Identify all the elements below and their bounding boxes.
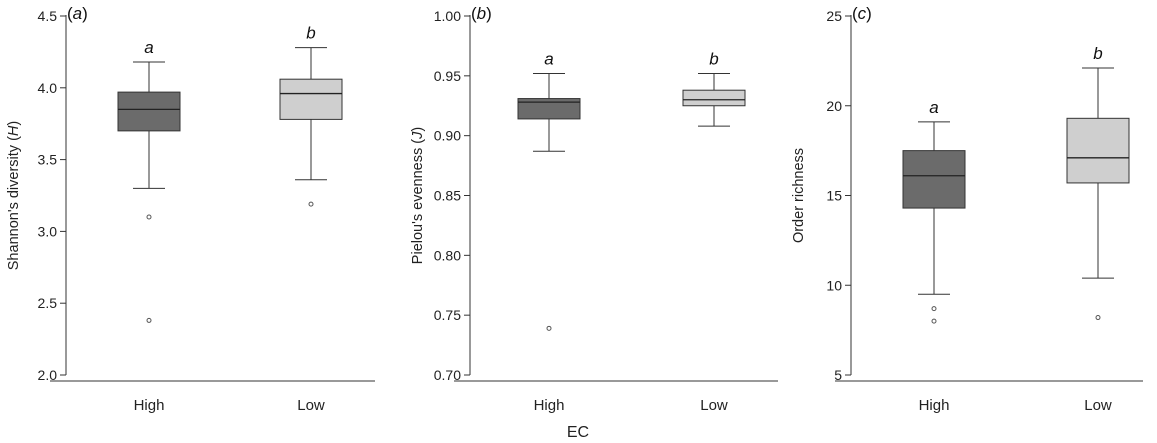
- outlier-point: [308, 201, 314, 207]
- outlier-point: [1095, 315, 1101, 321]
- panel-b: 0.70 0.75 0.80 0.85 0.90 0.95 1.00 Pielou's eve…: [410, 4, 778, 414]
- box-high: a: [517, 49, 581, 331]
- y-axis-title-symbol: H: [6, 125, 22, 136]
- iqr-box: [682, 89, 746, 107]
- y-tick-label: 15: [826, 188, 842, 204]
- box-high: a: [902, 98, 966, 324]
- significance-letter: b: [1093, 44, 1102, 63]
- iqr-box: [1066, 117, 1130, 184]
- significance-letter: a: [929, 98, 938, 117]
- significance-letter: b: [306, 24, 315, 43]
- y-tick-label: 20: [826, 98, 842, 114]
- box-low: b: [279, 24, 343, 207]
- y-tick-label: 2.0: [38, 367, 58, 383]
- iqr-box: [517, 98, 581, 120]
- y-tick-label: 2.5: [38, 295, 58, 311]
- y-tick-label: 1.00: [434, 8, 461, 24]
- y-axis-title: Pielou's evenness (J): [410, 127, 426, 264]
- x-category-label: High: [134, 397, 165, 414]
- y-axis-title-main: Shannon's diversity (: [6, 136, 22, 270]
- significance-letter: a: [144, 38, 153, 57]
- x-category-label: Low: [700, 397, 728, 414]
- panel-c: 5 10 15 20 25 Order richness (c) a High b Low: [791, 4, 1143, 414]
- box-high: a: [117, 38, 181, 323]
- x-category-label: High: [534, 397, 565, 414]
- x-category-label: Low: [297, 397, 325, 414]
- panel-label: (a): [67, 4, 88, 23]
- y-tick-label: 4.5: [38, 8, 58, 24]
- outlier-point: [546, 325, 552, 331]
- y-tick-label: 4.0: [38, 80, 58, 96]
- significance-letter: b: [709, 49, 718, 68]
- iqr-box: [902, 150, 966, 209]
- box-low: b: [682, 49, 746, 127]
- y-tick-label: 10: [826, 277, 842, 293]
- iqr-box: [279, 78, 343, 120]
- shared-x-axis-title: EC: [567, 424, 589, 441]
- box-low: b: [1066, 44, 1130, 321]
- y-axis-title-main: Order richness: [791, 148, 807, 243]
- y-tick-label: 0.70: [434, 367, 461, 383]
- x-category-label: Low: [1084, 397, 1112, 414]
- y-tick-label: 0.90: [434, 128, 461, 144]
- y-tick-label: 25: [826, 8, 842, 24]
- y-tick-label: 0.75: [434, 307, 461, 323]
- y-tick-label: 3.0: [38, 223, 58, 239]
- panel-label: (b): [471, 4, 492, 23]
- outlier-point: [931, 306, 937, 312]
- outlier-point: [931, 318, 937, 324]
- significance-letter: a: [544, 49, 553, 68]
- panel-label: (c): [852, 4, 872, 23]
- iqr-box: [117, 91, 181, 132]
- x-category-label: High: [919, 397, 950, 414]
- y-tick-label: 0.80: [434, 247, 461, 263]
- y-tick-label: 3.5: [38, 152, 58, 168]
- y-axis-title: Shannon's diversity (H): [6, 121, 22, 270]
- y-axis-title-main: Pielou's evenness (: [410, 139, 426, 264]
- outlier-point: [146, 317, 152, 323]
- y-tick-label: 0.85: [434, 188, 461, 204]
- y-axis-title-end: ): [410, 127, 426, 132]
- y-tick-label: 5: [834, 367, 842, 383]
- outlier-point: [146, 214, 152, 220]
- y-axis-title: Order richness: [791, 148, 807, 243]
- y-axis-title-end: ): [6, 121, 22, 126]
- y-tick-label: 0.95: [434, 68, 461, 84]
- y-axis-title-symbol: J: [410, 131, 426, 140]
